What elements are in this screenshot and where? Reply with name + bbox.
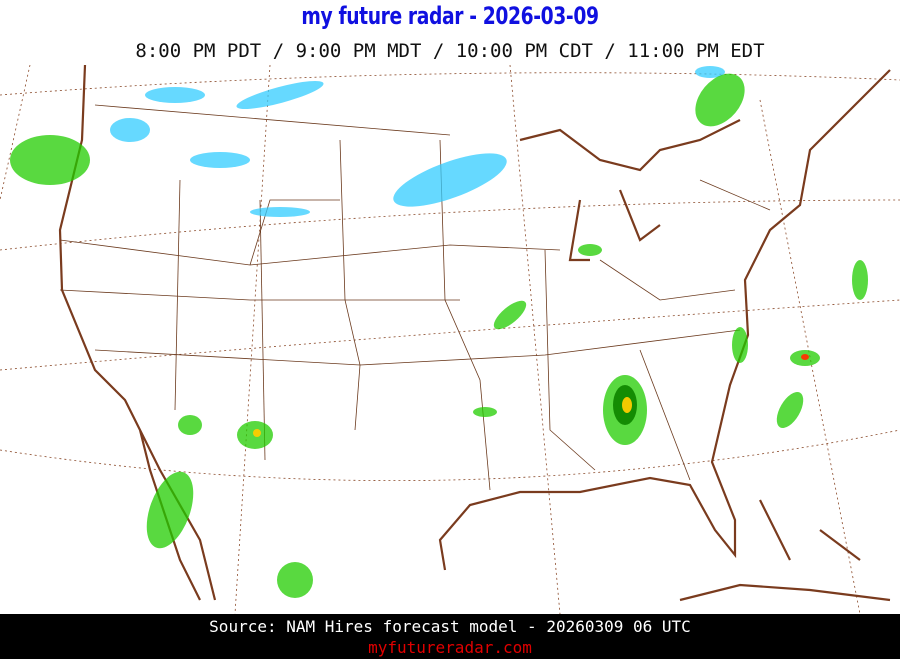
state-borders <box>59 104 771 491</box>
snow-echo <box>393 153 507 207</box>
snow-echo <box>236 81 324 109</box>
rain-light-echo <box>493 300 527 330</box>
rain-light-echo <box>473 407 497 417</box>
snow-echo <box>190 152 250 168</box>
graticule <box>0 65 900 614</box>
rain-light-echo <box>178 415 202 435</box>
site-link[interactable]: myfutureradar.com <box>368 638 532 657</box>
rain-light-echo <box>578 244 602 256</box>
rain-light-echo <box>852 260 868 300</box>
rain-light-echo <box>732 327 748 363</box>
rain-light-echo <box>277 562 313 598</box>
rain-light-echo <box>146 471 194 549</box>
time-zones-label: 8:00 PM PDT / 9:00 PM MDT / 10:00 PM CDT… <box>135 40 765 62</box>
snow-echo <box>250 207 310 217</box>
rain-light-echo <box>10 135 90 185</box>
rain-light-echo <box>695 73 745 127</box>
precipitation-layer <box>10 66 868 598</box>
snow-echo <box>695 66 725 78</box>
rain-heavy-echo <box>622 397 632 413</box>
snow-echo <box>145 87 205 103</box>
snow-echo <box>110 118 150 142</box>
radar-map <box>0 65 900 614</box>
rain-intense-echo <box>801 354 809 360</box>
rain-heavy-echo <box>253 429 261 437</box>
rain-light-echo <box>776 391 804 429</box>
footer-bar: Source: NAM Hires forecast model - 20260… <box>0 614 900 659</box>
page-title: my future radar - 2026-03-09 <box>301 2 599 30</box>
source-label: Source: NAM Hires forecast model - 20260… <box>209 617 691 636</box>
